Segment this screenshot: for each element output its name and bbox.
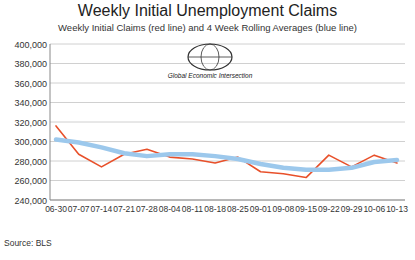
x-tick-label: 08-18 bbox=[204, 204, 226, 214]
x-tick-label: 10-13 bbox=[386, 204, 408, 214]
y-tick-label: 260,000 bbox=[14, 176, 47, 186]
series-line bbox=[56, 140, 397, 170]
logo-line bbox=[188, 57, 232, 58]
background bbox=[0, 0, 415, 260]
grid-line bbox=[50, 83, 405, 84]
x-tick-label: 10-06 bbox=[363, 204, 385, 214]
subtitle: Weekly Initial Claims (red line) and 4 W… bbox=[58, 22, 357, 33]
y-tick-label: 280,000 bbox=[14, 157, 47, 167]
x-tick-label: 08-04 bbox=[159, 204, 181, 214]
x-tick-label: 07-21 bbox=[113, 204, 135, 214]
plot-area bbox=[56, 126, 397, 178]
x-tick-label: 09-22 bbox=[318, 204, 340, 214]
x-tick-label: 09-29 bbox=[341, 204, 363, 214]
y-tick-label: 240,000 bbox=[14, 196, 47, 206]
logo-globe bbox=[188, 44, 232, 70]
series-line bbox=[56, 126, 397, 178]
x-tick-label: 07-14 bbox=[91, 204, 113, 214]
y-axis bbox=[50, 44, 51, 200]
logo-line bbox=[201, 44, 219, 70]
grid-line bbox=[50, 122, 405, 123]
grid-line bbox=[50, 102, 405, 103]
x-tick-label: 08-11 bbox=[182, 204, 203, 214]
logo bbox=[188, 44, 232, 70]
title: Weekly Initial Unemployment Claims bbox=[78, 2, 337, 19]
y-tick-label: 380,000 bbox=[14, 59, 47, 69]
y-tick-label: 340,000 bbox=[14, 98, 47, 108]
y-tick-label: 400,000 bbox=[14, 40, 47, 50]
x-tick-label: 09-15 bbox=[295, 204, 317, 214]
y-tick-label: 320,000 bbox=[14, 118, 47, 128]
grid-line bbox=[50, 180, 405, 181]
grid-line bbox=[50, 141, 405, 142]
grid-line bbox=[50, 44, 405, 45]
x-tick-label: 07-07 bbox=[68, 204, 90, 214]
x-tick-label: 09-08 bbox=[272, 204, 294, 214]
source: Source: BLS bbox=[4, 238, 52, 248]
y-tick-label: 300,000 bbox=[14, 137, 47, 147]
y-tick-label: 360,000 bbox=[14, 79, 47, 89]
x-tick-label: 08-25 bbox=[227, 204, 249, 214]
x-tick-label: 09-01 bbox=[250, 204, 272, 214]
logo-text: Global Economic Intersection bbox=[168, 72, 253, 79]
x-axis bbox=[50, 200, 405, 201]
grid-line bbox=[50, 63, 405, 64]
grid-line bbox=[50, 200, 405, 201]
x-tick-label: 07-28 bbox=[136, 204, 158, 214]
chart: Weekly Initial Unemployment Claims Weekly… bbox=[0, 0, 415, 260]
x-tick-label: 06-30 bbox=[45, 204, 67, 214]
grid-line bbox=[50, 161, 405, 162]
